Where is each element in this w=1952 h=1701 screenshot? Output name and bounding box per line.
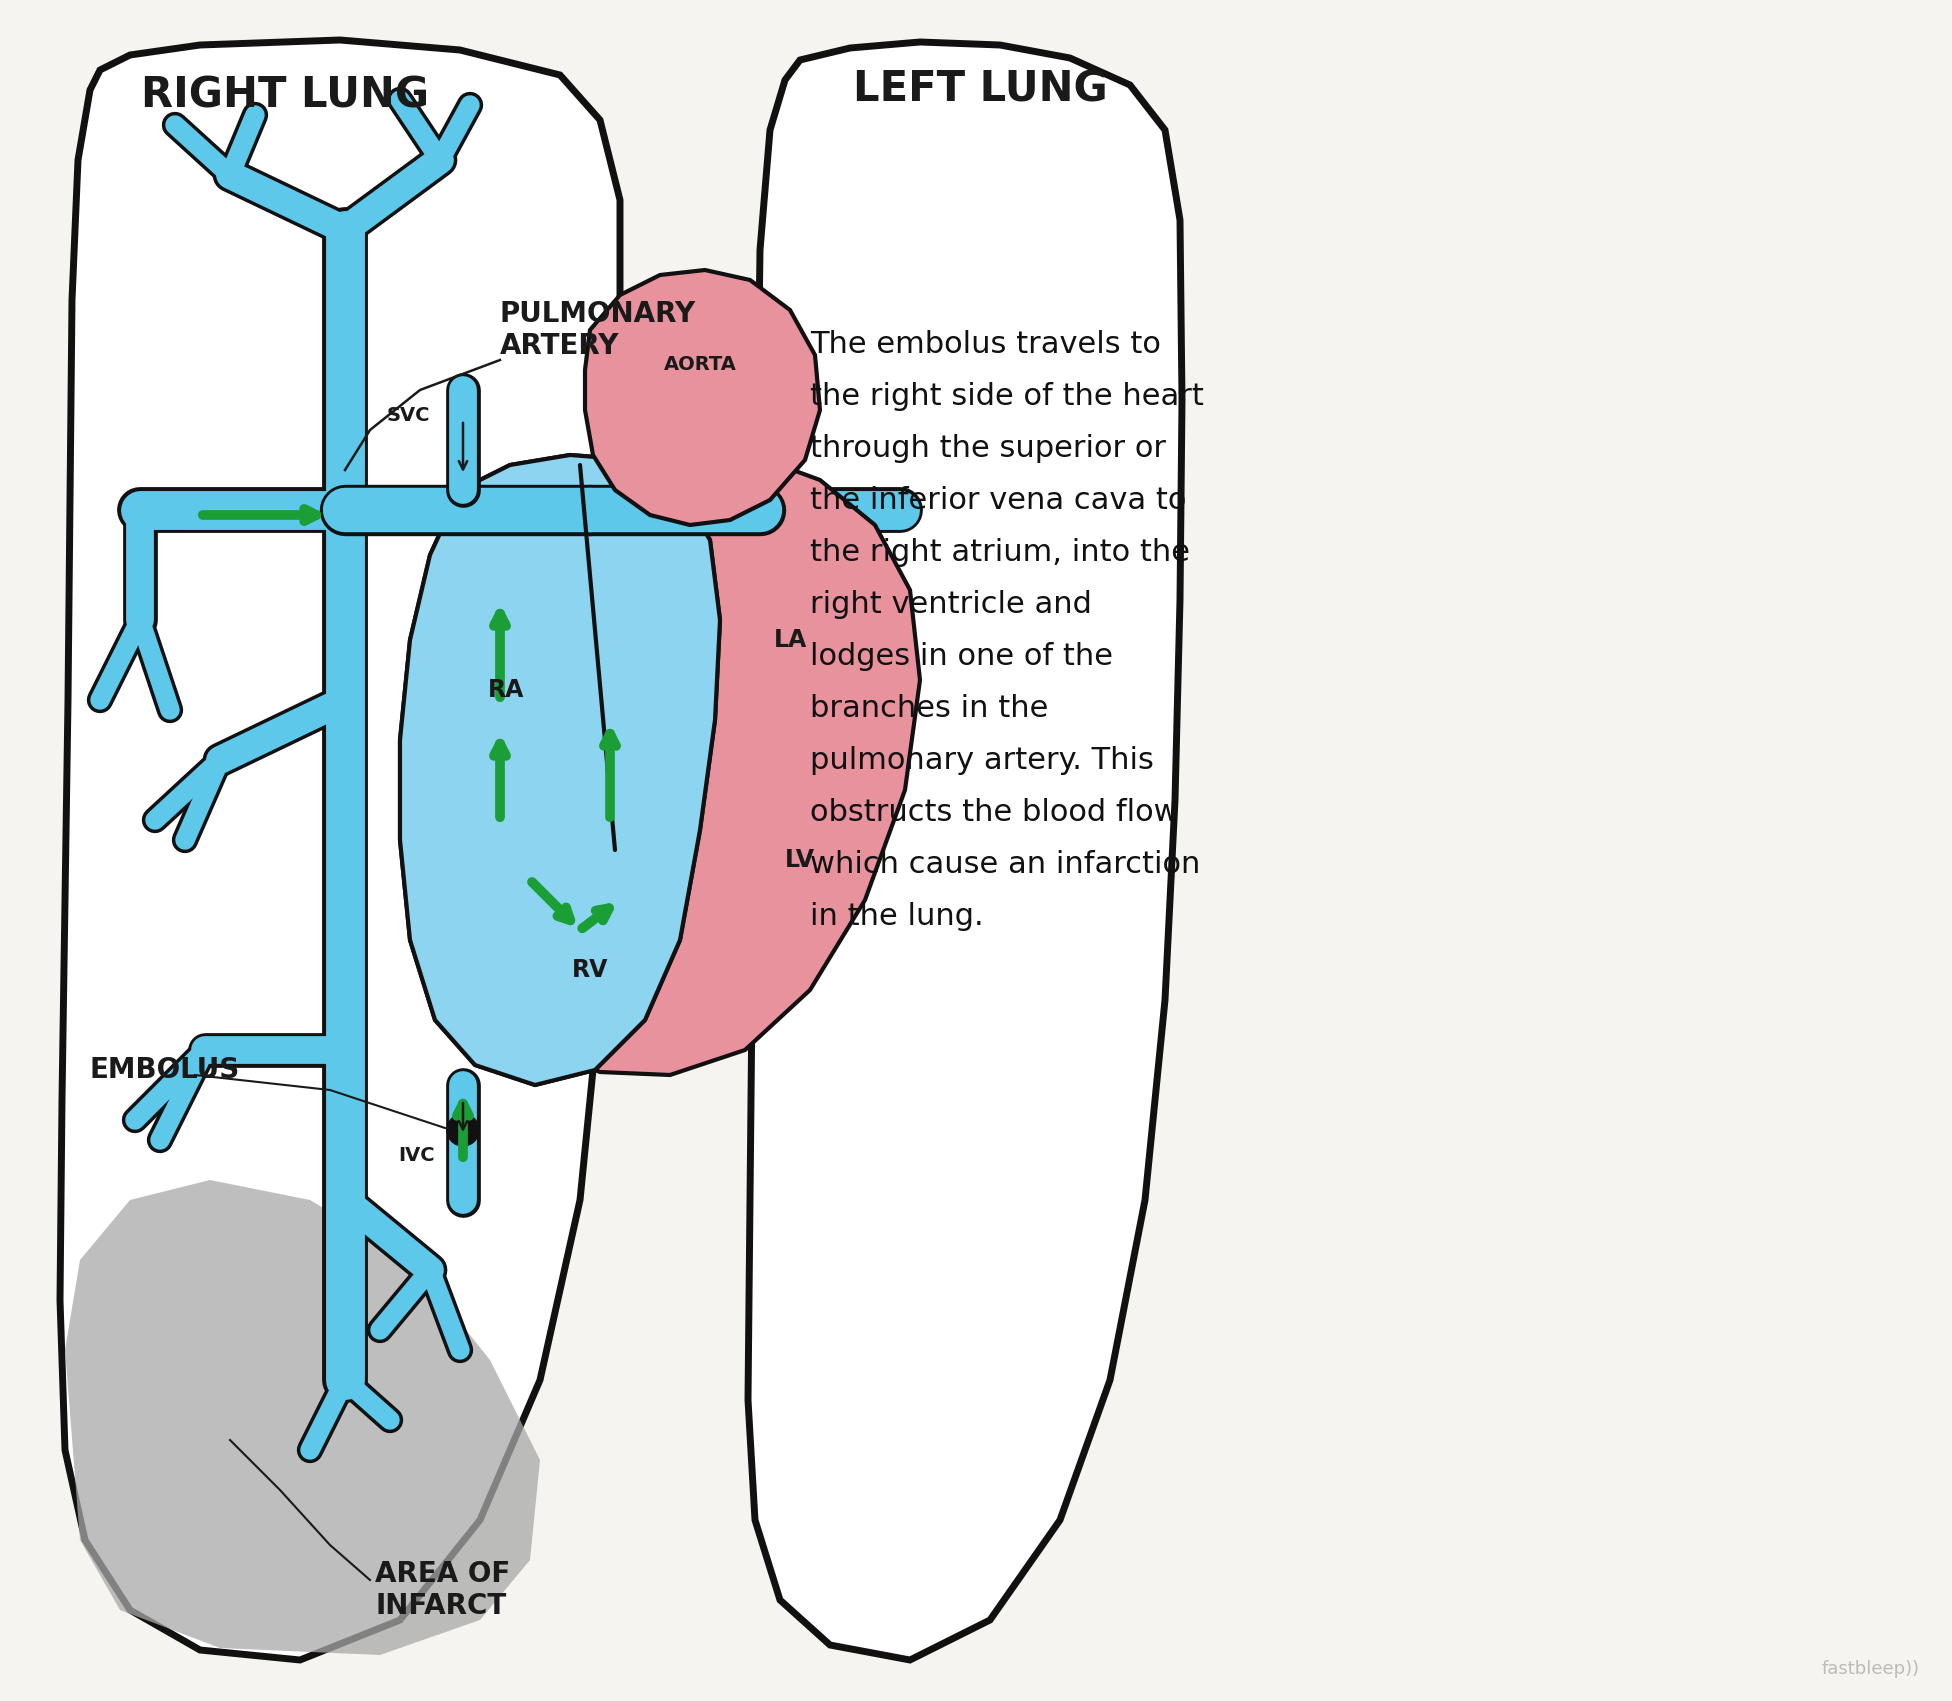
Circle shape [447,1114,478,1146]
Text: LV: LV [785,849,816,873]
Text: RV: RV [572,958,609,981]
Text: RA: RA [488,679,525,703]
Text: The embolus travels to
the right side of the heart
through the superior or
the i: The embolus travels to the right side of… [810,330,1204,930]
Text: LA: LA [773,628,806,651]
Polygon shape [586,270,820,526]
Polygon shape [400,454,720,1085]
Polygon shape [64,1180,541,1655]
Text: AREA OF
INFARCT: AREA OF INFARCT [375,1560,509,1619]
Text: fastbleep)): fastbleep)) [1821,1660,1921,1677]
Text: RIGHT LUNG: RIGHT LUNG [141,75,429,116]
Text: LEFT LUNG: LEFT LUNG [853,70,1107,111]
Polygon shape [400,454,720,1085]
Text: PULMONARY
ARTERY: PULMONARY ARTERY [500,299,697,361]
Polygon shape [748,43,1183,1660]
Text: SVC: SVC [386,405,429,425]
Text: EMBOLUS: EMBOLUS [90,1056,240,1084]
Polygon shape [61,41,621,1660]
Text: IVC: IVC [398,1145,435,1165]
Polygon shape [509,451,919,1075]
Text: AORTA: AORTA [664,356,736,374]
